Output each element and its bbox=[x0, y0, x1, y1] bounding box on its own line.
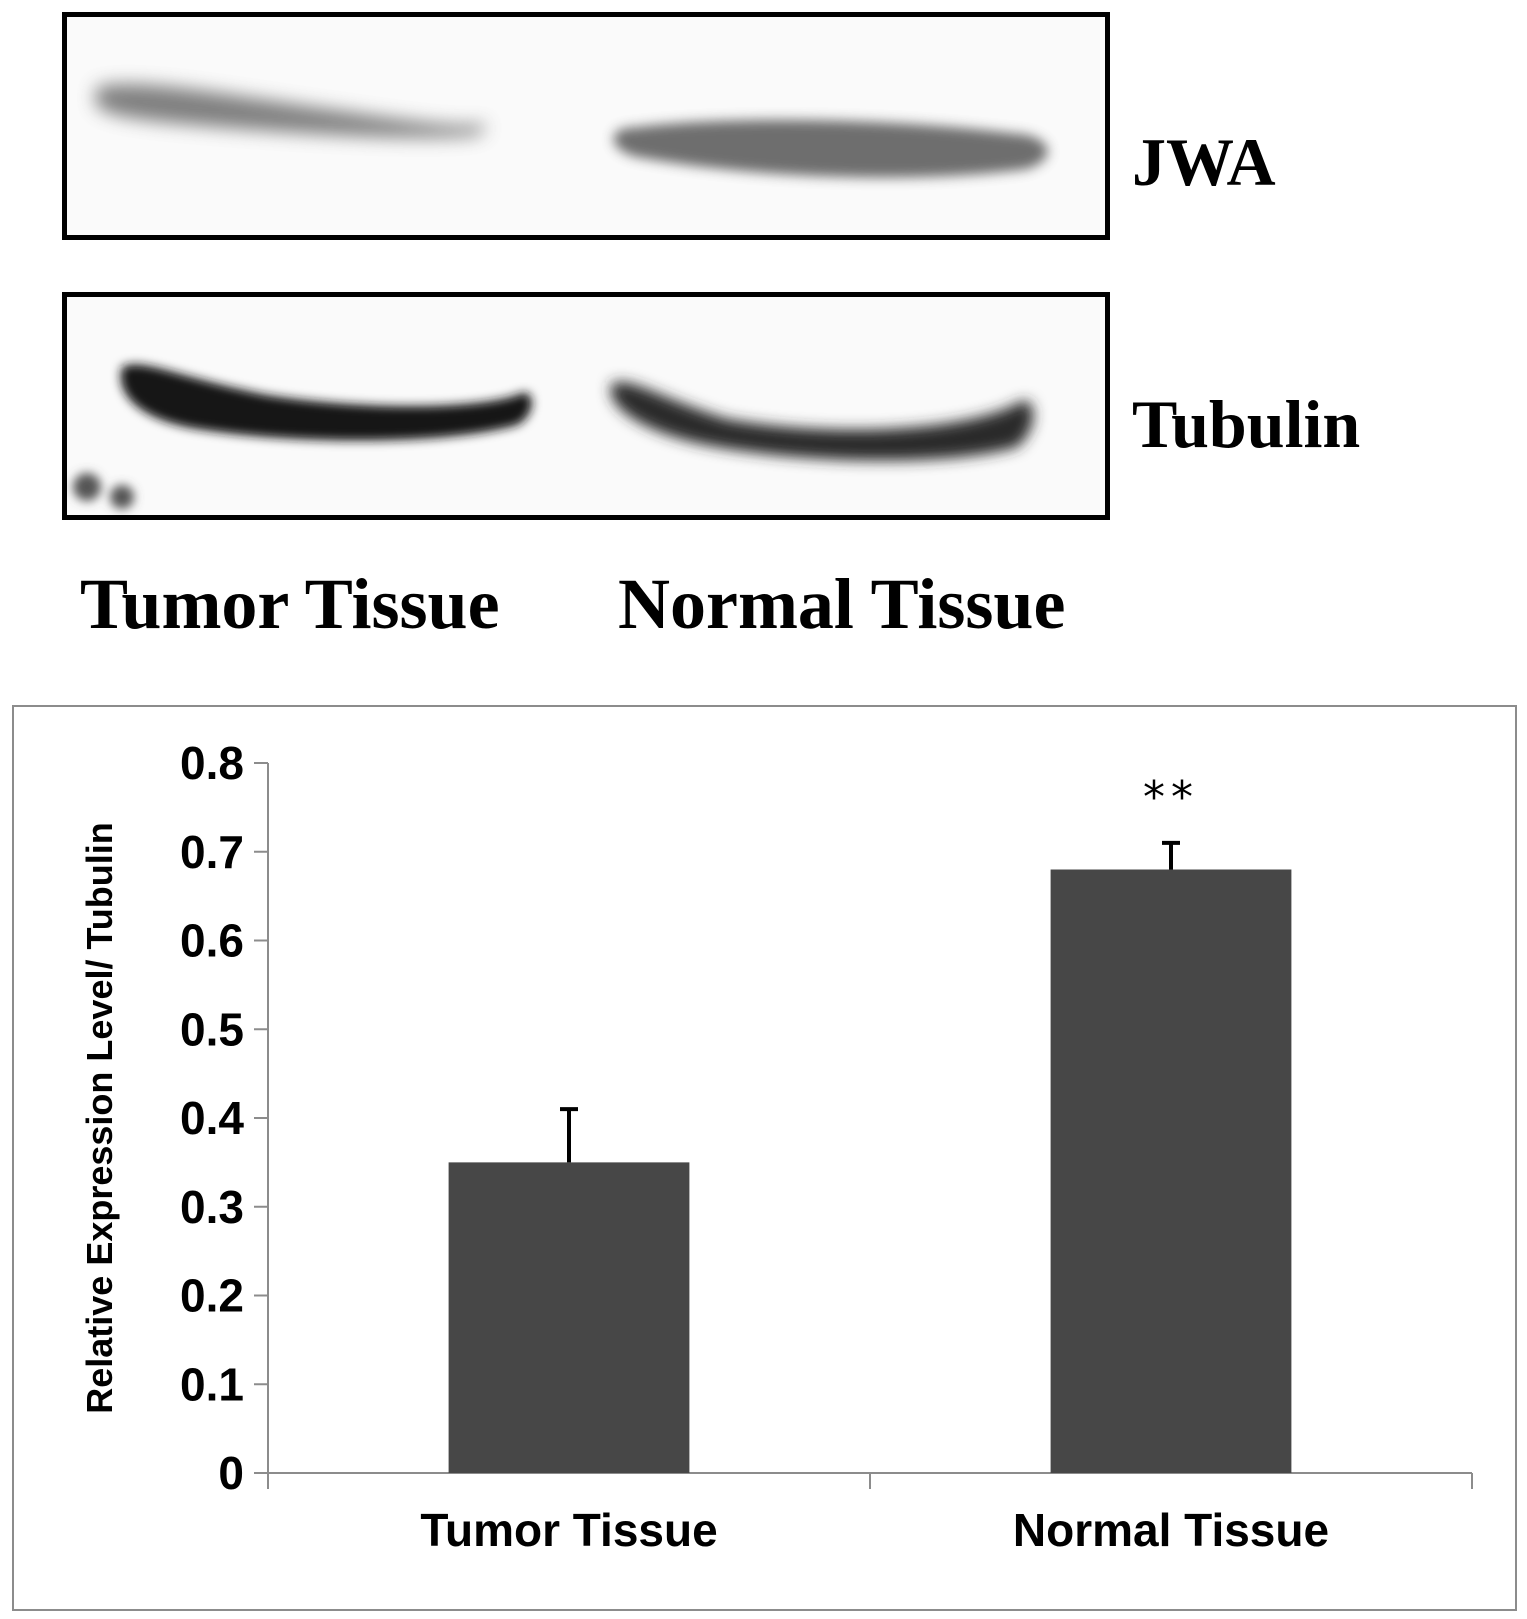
jwa-band-tumor bbox=[95, 84, 486, 138]
y-tick-label: 0.5 bbox=[180, 1003, 244, 1055]
blot-panel-tubulin bbox=[62, 292, 1110, 520]
significance-marker: ** bbox=[1143, 772, 1199, 823]
jwa-blot-image bbox=[95, 84, 1048, 178]
blot-panel-jwa bbox=[62, 12, 1110, 240]
tubulin-band-tumor bbox=[120, 364, 532, 441]
y-axis-title: Relative Expression Level/ Tubulin bbox=[79, 822, 120, 1414]
band-label-jwa: JWA bbox=[1132, 124, 1276, 200]
tubulin-blot-image bbox=[73, 364, 1034, 509]
lane-label-tumor: Tumor Tissue bbox=[80, 564, 500, 644]
bar bbox=[448, 1162, 690, 1473]
y-tick-label: 0.2 bbox=[180, 1270, 244, 1322]
y-tick-label: 0.4 bbox=[180, 1092, 244, 1144]
x-category-label: Normal Tissue bbox=[1013, 1504, 1329, 1556]
blot-speck bbox=[73, 473, 134, 509]
y-tick-label: 0.7 bbox=[180, 826, 244, 878]
y-tick-label: 0 bbox=[218, 1447, 244, 1499]
tubulin-band-normal bbox=[610, 381, 1034, 461]
lane-label-normal: Normal Tissue bbox=[618, 564, 1066, 644]
jwa-band-normal bbox=[613, 119, 1048, 178]
band-label-tubulin: Tubulin bbox=[1132, 386, 1361, 462]
y-tick-label: 0.1 bbox=[180, 1358, 244, 1410]
y-tick-label: 0.3 bbox=[180, 1181, 244, 1233]
y-tick-label: 0.8 bbox=[180, 737, 244, 789]
y-tick-label: 0.6 bbox=[180, 915, 244, 967]
x-category-label: Tumor Tissue bbox=[420, 1504, 717, 1556]
bar bbox=[1050, 869, 1292, 1473]
